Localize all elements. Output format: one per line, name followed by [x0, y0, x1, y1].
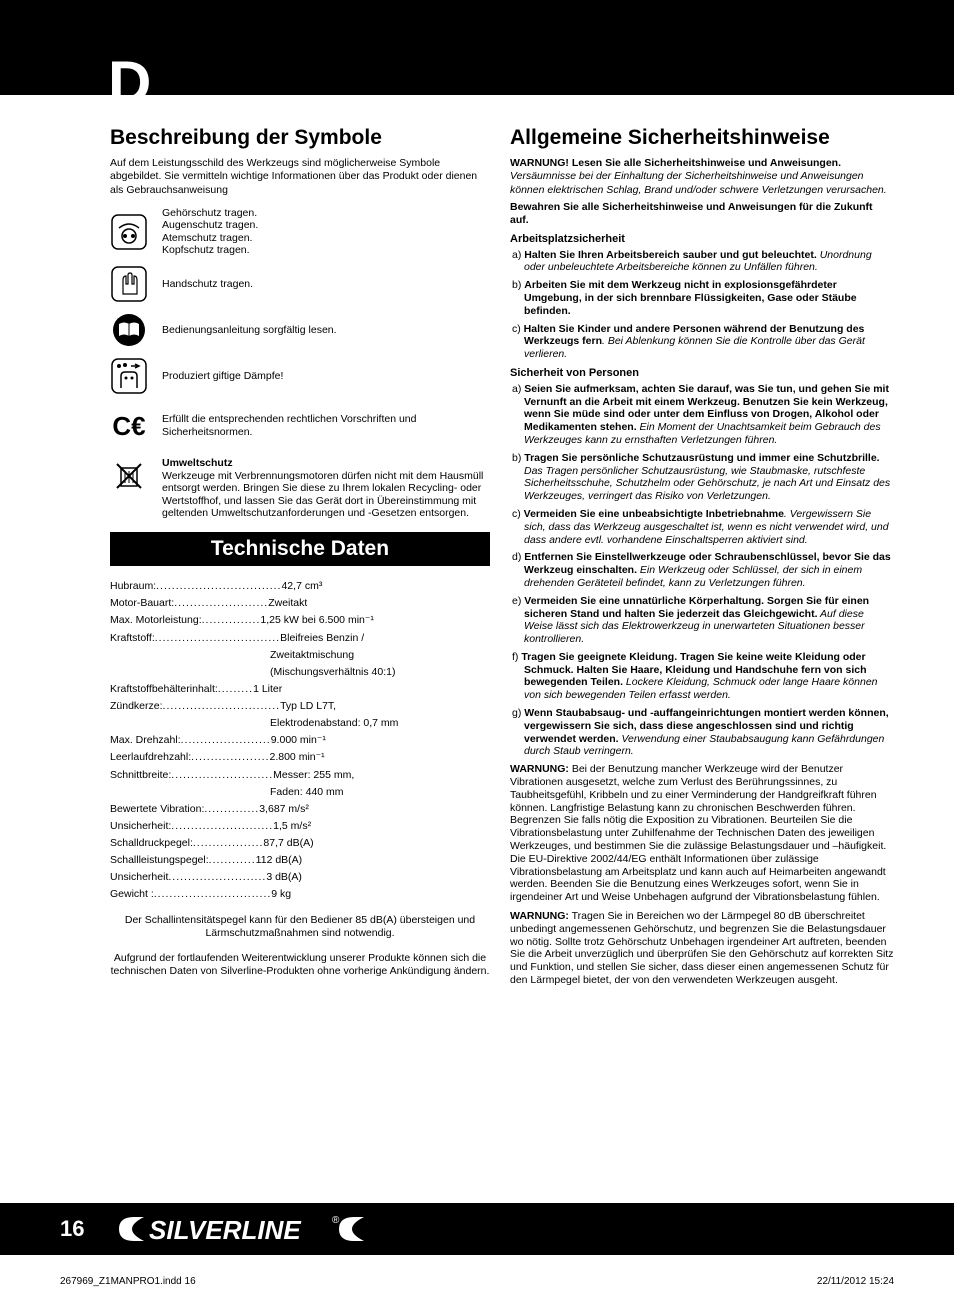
footer-bar: 16 SILVERLINE ® — [0, 1203, 954, 1255]
silverline-logo: SILVERLINE ® — [114, 1209, 374, 1249]
spec-row: Gewicht : ..............................… — [110, 888, 490, 901]
manual-text: Bedienungsanleitung sorgfältig lesen. — [162, 324, 337, 337]
spec-row: Schallleistungspegel: ............112 dB… — [110, 854, 490, 867]
spec-value-cont: Zweitaktmischung — [270, 649, 490, 662]
warning-2: Bewahren Sie alle Sicherheitshinweise un… — [510, 201, 894, 227]
footer-date: 22/11/2012 15:24 — [817, 1276, 894, 1287]
spec-row: Unsicherheit:..........................1… — [110, 820, 490, 833]
symbols-intro: Auf dem Leistungsschild des Werkzeugs si… — [110, 157, 490, 196]
item-b3: c) Vermeiden Sie eine unbeabsichtigte In… — [524, 508, 894, 546]
svg-text:SILVERLINE: SILVERLINE — [149, 1215, 301, 1245]
ppe-text: Gehörschutz tragen. Augenschutz tragen. … — [162, 207, 258, 257]
icon-row-fumes: Produziert giftige Dämpfe! — [110, 357, 490, 395]
gloves-text: Handschutz tragen. — [162, 278, 253, 291]
item-a2: b) Arbeiten Sie mit dem Werkzeug nicht i… — [524, 279, 894, 317]
note-1: Der Schallintensitätspegel kann für den … — [110, 914, 490, 940]
spec-value-cont: Faden: 440 mm — [270, 786, 490, 799]
spec-row: Hubraum:................................… — [110, 580, 490, 593]
env-title: Umweltschutz — [162, 457, 490, 470]
item-b2: b) Tragen Sie persönliche Schutzausrüstu… — [524, 452, 894, 503]
right-column: Allgemeine Sicherheitshinweise WARNUNG! … — [510, 125, 894, 993]
footer-file: 267969_Z1MANPRO1.indd 16 — [60, 1276, 196, 1287]
left-column: Beschreibung der Symbole Auf dem Leistun… — [110, 125, 490, 993]
icon-row-manual: Bedienungsanleitung sorgfältig lesen. — [110, 311, 490, 349]
item-b7: g) Wenn Staubabsaug- und -auffangeinrich… — [524, 707, 894, 758]
safety-title: Allgemeine Sicherheitshinweise — [510, 125, 894, 151]
item-b1: a) Seien Sie aufmerksam, achten Sie dara… — [524, 383, 894, 447]
ppe-icon — [110, 213, 148, 251]
env-text: Umweltschutz Werkzeuge mit Verbrennungsm… — [162, 457, 490, 520]
spec-row: Zündkerze:..............................… — [110, 700, 490, 713]
subhead-workplace: Arbeitsplatzsicherheit — [510, 233, 894, 247]
header-bar: D — [0, 0, 954, 95]
icon-row-ppe: Gehörschutz tragen. Augenschutz tragen. … — [110, 207, 490, 257]
spec-row: Leerlaufdrehzahl:....................2.8… — [110, 751, 490, 764]
spec-value-cont: (Mischungsverhältnis 40:1) — [270, 666, 490, 679]
icon-row-gloves: Handschutz tragen. — [110, 265, 490, 303]
spec-row: Max. Motorleistung: ...............1,25 … — [110, 614, 490, 627]
item-b5: e) Vermeiden Sie eine unnatürliche Körpe… — [524, 595, 894, 646]
tech-banner: Technische Daten — [110, 532, 490, 566]
subhead-personal: Sicherheit von Personen — [510, 367, 894, 381]
spec-row: Schalldruckpegel: ..................87,7… — [110, 837, 490, 850]
warning-para-1: WARNUNG: Bei der Benutzung mancher Werkz… — [510, 763, 894, 904]
spec-row: Kraftstoffbehälterinhalt: .........1 Lit… — [110, 683, 490, 696]
fumes-icon — [110, 357, 148, 395]
item-b4: d) Entfernen Sie Einstellwerkzeuge oder … — [524, 551, 894, 589]
ce-text: Erfüllt die entsprechenden rechtlichen V… — [162, 413, 490, 438]
icon-row-env: Umweltschutz Werkzeuge mit Verbrennungsm… — [110, 457, 490, 520]
spec-row: Schnittbreite: .........................… — [110, 769, 490, 782]
gloves-icon — [110, 265, 148, 303]
spec-row: Max. Drehzahl:.......................9.0… — [110, 734, 490, 747]
fumes-text: Produziert giftige Dämpfe! — [162, 370, 283, 383]
svg-text:®: ® — [332, 1215, 340, 1226]
warning-1: WARNUNG! Lesen Sie alle Sicherheitshinwe… — [510, 157, 894, 196]
spec-row: Motor-Bauart: ........................Zw… — [110, 597, 490, 610]
header-letter: D — [108, 48, 151, 117]
item-a3: c) Halten Sie Kinder und andere Personen… — [524, 323, 894, 361]
specs-list: Hubraum:................................… — [110, 580, 490, 901]
symbols-title: Beschreibung der Symbole — [110, 125, 490, 151]
icon-row-ce: C€ Erfüllt die entsprechenden rechtliche… — [110, 407, 490, 445]
spec-value-cont: Elektrodenabstand: 0,7 mm — [270, 717, 490, 730]
spec-row: Unsicherheit ......................... 3… — [110, 871, 490, 884]
warning-para-2: WARNUNG: Tragen Sie in Bereichen wo der … — [510, 910, 894, 987]
env-body: Werkzeuge mit Verbrennungsmotoren dürfen… — [162, 470, 490, 520]
spec-row: Kraftstoff:.............................… — [110, 632, 490, 645]
footer-meta: 267969_Z1MANPRO1.indd 16 22/11/2012 15:2… — [60, 1276, 894, 1287]
page-number: 16 — [0, 1216, 114, 1242]
spec-row: Bewertete Vibration: ..............3,687… — [110, 803, 490, 816]
content-area: Beschreibung der Symbole Auf dem Leistun… — [0, 95, 954, 993]
manual-icon — [110, 311, 148, 349]
item-b6: f) Tragen Sie geeignete Kleidung. Tragen… — [524, 651, 894, 702]
item-a1: a) Halten Sie Ihren Arbeitsbereich saube… — [524, 249, 894, 275]
recycle-icon — [110, 457, 148, 495]
ce-icon: C€ — [110, 407, 148, 445]
note-2: Aufgrund der fortlaufenden Weiterentwick… — [110, 952, 490, 978]
